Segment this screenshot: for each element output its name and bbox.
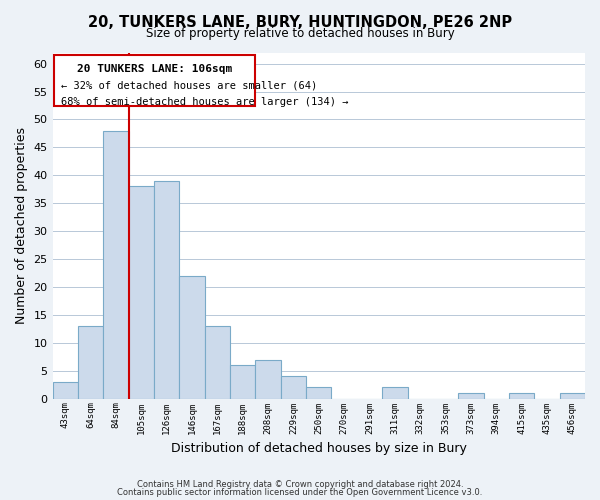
Y-axis label: Number of detached properties: Number of detached properties [15,127,28,324]
Bar [306,388,331,398]
Text: Contains HM Land Registry data © Crown copyright and database right 2024.: Contains HM Land Registry data © Crown c… [137,480,463,489]
Bar [179,276,205,398]
Bar [128,186,154,398]
Text: Contains public sector information licensed under the Open Government Licence v3: Contains public sector information licen… [118,488,482,497]
Bar [154,181,179,398]
X-axis label: Distribution of detached houses by size in Bury: Distribution of detached houses by size … [171,442,467,455]
Bar [509,393,534,398]
Bar [54,56,256,106]
Bar [230,365,256,398]
Bar [78,326,103,398]
Text: 20 TUNKERS LANE: 106sqm: 20 TUNKERS LANE: 106sqm [77,64,232,74]
Text: 20, TUNKERS LANE, BURY, HUNTINGDON, PE26 2NP: 20, TUNKERS LANE, BURY, HUNTINGDON, PE26… [88,15,512,30]
Text: Size of property relative to detached houses in Bury: Size of property relative to detached ho… [146,28,454,40]
Bar [256,360,281,399]
Bar [103,130,128,398]
Text: ← 32% of detached houses are smaller (64): ← 32% of detached houses are smaller (64… [61,80,317,90]
Bar [53,382,78,398]
Bar [560,393,585,398]
Bar [281,376,306,398]
Bar [205,326,230,398]
Bar [382,388,407,398]
Text: 68% of semi-detached houses are larger (134) →: 68% of semi-detached houses are larger (… [61,97,349,107]
Bar [458,393,484,398]
